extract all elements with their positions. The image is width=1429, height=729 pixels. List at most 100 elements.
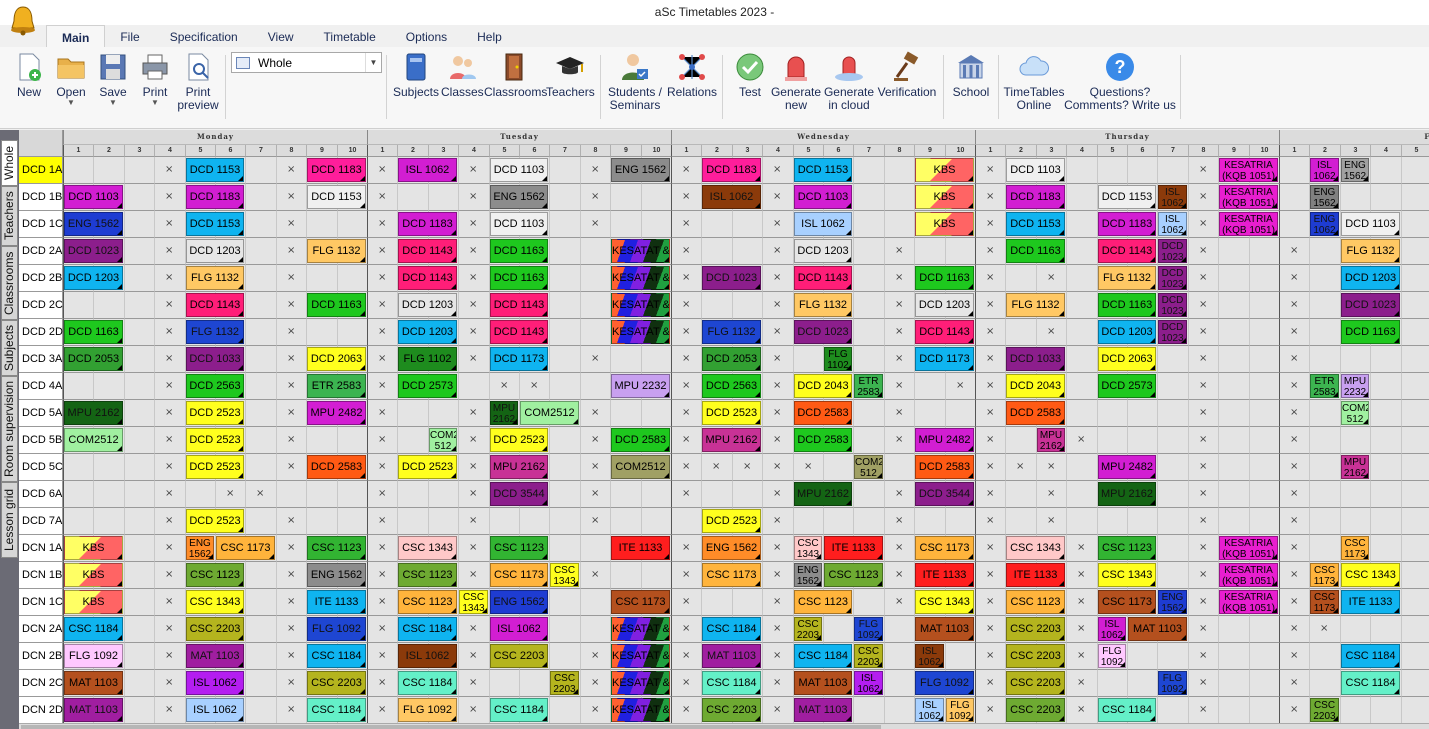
timetable-cell[interactable] [762,265,793,292]
timetable-cell[interactable] [63,508,93,535]
lesson-card[interactable]: FLG 1092 [1158,671,1187,695]
class-row-label[interactable]: DCD 1C [19,211,63,238]
timetable-cell[interactable] [1401,697,1429,723]
lesson-card[interactable]: ITE 1133 [915,563,974,587]
lesson-card[interactable]: DCD 1203 [186,239,244,263]
tab-main[interactable]: Main [46,25,106,48]
timetable-cell[interactable] [1370,535,1401,562]
timetable-cell[interactable] [884,292,914,319]
timetable-cell[interactable] [1309,481,1340,508]
lesson-card[interactable]: ISL 1062 [854,671,883,695]
timetable-cell[interactable] [1309,454,1340,481]
lesson-card[interactable]: ITE 1133 [1341,590,1400,614]
timetable-cell[interactable] [1066,535,1097,562]
timetable-cell[interactable] [1066,211,1097,238]
timetable-cell[interactable] [367,616,397,643]
timetable-cell[interactable] [276,670,306,697]
lesson-card[interactable]: MPU 2162 [490,455,548,479]
timetable-cell[interactable] [367,265,397,292]
timetable-cell[interactable] [1188,211,1218,238]
timetable-cell[interactable] [124,670,154,697]
timetable-cell[interactable] [276,562,306,589]
lesson-card[interactable]: ENG 1562 [186,536,214,560]
timetable-cell[interactable] [1066,454,1097,481]
lesson-card[interactable]: CSC 1184 [64,617,123,641]
lesson-card[interactable]: CSC 1184 [702,617,761,641]
timetable-cell[interactable] [580,373,610,400]
lesson-card[interactable]: DCD 1023 [794,320,852,344]
lesson-card[interactable]: KESATAT & [611,293,670,317]
timetable-cell[interactable] [1279,184,1309,211]
lesson-card[interactable]: DCD 1153 [307,185,366,209]
timetable-cell[interactable] [884,427,914,454]
lesson-card[interactable]: ENG 1562 [1341,158,1369,182]
timetable-cell[interactable] [884,481,914,508]
class-row-label[interactable]: DCD 2B [19,265,63,292]
class-row-label[interactable]: DCD 1A [19,157,63,184]
timetable-cell[interactable] [975,373,1005,400]
timetable-cell[interactable] [124,238,154,265]
timetable-cell[interactable] [1036,265,1066,292]
timetable-cell[interactable] [276,346,306,373]
timetable-cell[interactable] [1370,616,1401,643]
lesson-card[interactable]: CSC 2203 [1310,698,1339,722]
timetable-cell[interactable] [671,697,701,723]
timetable-cell[interactable] [245,427,276,454]
timetable-cell[interactable] [1157,535,1188,562]
lesson-card[interactable]: DCD 2523 [186,509,244,533]
timetable-cell[interactable] [124,157,154,184]
lesson-card[interactable]: DCD 2573 [1098,374,1156,398]
timetable-cell[interactable] [1218,400,1249,427]
timetable-cell[interactable] [489,670,519,697]
timetable-cell[interactable] [276,616,306,643]
lesson-card[interactable]: CSC 1343 [1341,563,1400,587]
timetable-cell[interactable] [367,697,397,723]
lesson-card[interactable]: DCD 2563 [186,374,244,398]
timetable-cell[interactable] [245,292,276,319]
timetable-cell[interactable] [215,481,245,508]
timetable-cell[interactable] [1279,427,1309,454]
lesson-card[interactable]: KBS [915,158,974,182]
timetable-cell[interactable] [975,697,1005,723]
timetable-cell[interactable] [1066,400,1097,427]
lesson-card[interactable]: DCD 1163 [490,239,548,263]
lesson-card[interactable]: ENG 1562 [1158,590,1187,614]
lesson-card[interactable]: MAT 1103 [186,644,244,668]
timetable-cell[interactable] [245,184,276,211]
lesson-card[interactable]: KBS [915,212,974,236]
timetable-cell[interactable] [671,373,701,400]
timetable-cell[interactable] [1127,157,1157,184]
lesson-card[interactable]: ITE 1133 [1006,563,1065,587]
timetable-cell[interactable] [1309,616,1340,643]
timetable-cell[interactable] [1066,184,1097,211]
timetable-cell[interactable] [1340,697,1370,723]
tab-timetable[interactable]: Timetable [323,30,376,44]
timetable-cell[interactable] [154,400,185,427]
lesson-card[interactable]: DCD 1103 [490,158,548,182]
timetable-cell[interactable] [124,562,154,589]
lesson-card[interactable]: DCD 2583 [915,455,974,479]
lesson-card[interactable]: ISL 1062 [1310,158,1339,182]
lesson-card[interactable]: ETR 2583 [307,374,366,398]
timetable-cell[interactable] [610,508,641,535]
timetable-cell[interactable] [124,616,154,643]
sidetab-lesson-grid[interactable]: Lesson grid [1,482,18,558]
lesson-card[interactable]: DCD 1143 [794,266,852,290]
timetable-cell[interactable] [367,184,397,211]
timetable-cell[interactable] [1401,238,1429,265]
timetable-cell[interactable] [762,616,793,643]
timetable-cell[interactable] [1309,643,1340,670]
lesson-card[interactable]: CSC 1173 [1098,590,1156,614]
timetable-cell[interactable] [610,184,641,211]
timetable-cell[interactable] [1279,454,1309,481]
timetable-cell[interactable] [671,346,701,373]
timetable-cell[interactable] [124,373,154,400]
timetable-cell[interactable] [1370,157,1401,184]
timetable-cell[interactable] [93,481,124,508]
timetable-cell[interactable] [671,643,701,670]
timetable-cell[interactable] [549,292,580,319]
lesson-card[interactable]: DCD 1033 [1006,347,1065,371]
timetable-cell[interactable] [458,454,489,481]
timetable-cell[interactable] [549,697,580,723]
timetable-cell[interactable] [1309,319,1340,346]
